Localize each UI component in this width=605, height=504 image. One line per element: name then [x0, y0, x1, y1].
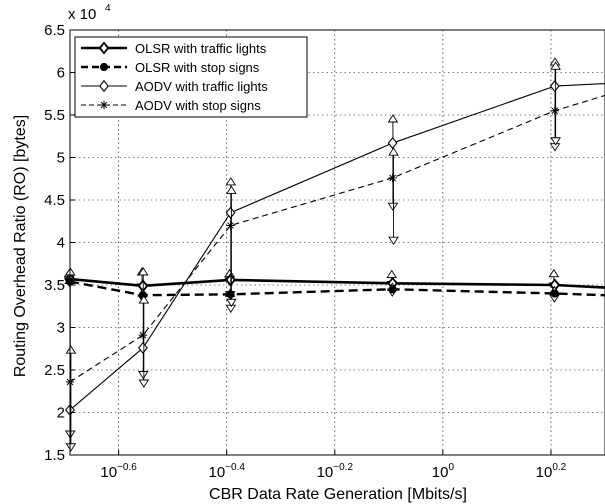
- y-tick-label: 3: [57, 320, 65, 337]
- series-line: [69, 94, 605, 383]
- error-cap-up: [386, 269, 398, 278]
- data-point: [549, 80, 560, 93]
- y-axis-label: Routing Overhead Ratio (RO) [bytes]: [12, 115, 29, 377]
- legend-item: AODV with stop signs: [81, 98, 261, 113]
- y-multiplier-label: x 10: [68, 6, 96, 23]
- data-point: [225, 206, 236, 219]
- data-point: [550, 289, 559, 298]
- legend-box: [74, 36, 308, 118]
- x-axis-label: CBR Data Rate Generation [Mbits/s]: [209, 486, 467, 503]
- series-3: [64, 57, 605, 439]
- x-tick-label: 100: [432, 462, 455, 481]
- legend-swatch-marker: [98, 41, 110, 55]
- error-cap-down: [138, 379, 150, 388]
- legend-label: OLSR with traffic lights: [135, 41, 267, 56]
- x-tick-label: 10−0.2: [317, 462, 354, 481]
- data-point: [550, 106, 559, 115]
- legend-item: OLSR with stop signs: [81, 60, 260, 75]
- series-line: [69, 280, 605, 297]
- legend-item: OLSR with traffic lights: [81, 41, 267, 56]
- error-cap-down: [550, 137, 561, 146]
- data-point: [387, 136, 398, 150]
- error-cap-up: [387, 114, 399, 123]
- data-point: [388, 285, 397, 294]
- legend-label: AODV with stop signs: [135, 98, 261, 113]
- legend-swatch-marker: [99, 62, 109, 72]
- x-tick-label: 100.2: [536, 462, 567, 481]
- y-tick-label: 6: [57, 65, 65, 82]
- data-point: [138, 341, 148, 354]
- error-cap-up: [65, 345, 77, 354]
- error-cap-down: [388, 236, 399, 246]
- series-layer: [63, 57, 605, 452]
- legend-swatch-marker: [99, 79, 109, 93]
- error-cap-up: [225, 177, 237, 186]
- legend-swatch-marker: [99, 100, 109, 110]
- y-tick-label: 2: [57, 405, 65, 422]
- data-point: [226, 221, 235, 230]
- y-tick-label: 4.5: [44, 192, 65, 209]
- series-line: [69, 277, 605, 289]
- error-cap-up: [388, 147, 399, 156]
- y-tick-label: 5: [57, 150, 65, 167]
- error-cap-up: [548, 268, 560, 278]
- series-4: [65, 61, 605, 452]
- series-line: [69, 83, 605, 411]
- data-point: [138, 330, 148, 340]
- error-cap-down: [387, 202, 399, 212]
- y-tick-label: 4: [57, 235, 65, 252]
- legend: OLSR with traffic lights OLSR with stop s…: [74, 36, 308, 118]
- x-tick-label: 10−0.4: [208, 462, 245, 481]
- error-cap-up: [138, 295, 150, 304]
- error-cap-down: [137, 371, 149, 380]
- error-cap-up: [226, 185, 237, 194]
- error-cap-down: [226, 298, 237, 308]
- legend-item: AODV with traffic lights: [81, 79, 268, 94]
- ticks: 1.5 2 2.5 3 3.5 4 4.5 5 5.5 6 6.5 10−0.6 10−0.4 10−0.…: [44, 22, 567, 481]
- y-tick-label: 2.5: [44, 362, 65, 379]
- error-cap-up: [137, 267, 149, 276]
- error-cap-up: [550, 61, 561, 70]
- legend-label: AODV with traffic lights: [135, 79, 268, 94]
- legend-label: OLSR with stop signs: [135, 60, 260, 75]
- y-tick-label: 5.5: [44, 107, 65, 124]
- data-point: [388, 173, 397, 183]
- y-tick-label: 1.5: [44, 447, 65, 464]
- y-tick-label: 3.5: [44, 277, 65, 294]
- y-multiplier-exponent: 4: [105, 3, 111, 14]
- y-tick-label: 6.5: [44, 22, 65, 39]
- error-cap-down: [65, 443, 77, 452]
- series-2: [64, 275, 605, 303]
- x-tick-label: 10−0.6: [100, 462, 137, 481]
